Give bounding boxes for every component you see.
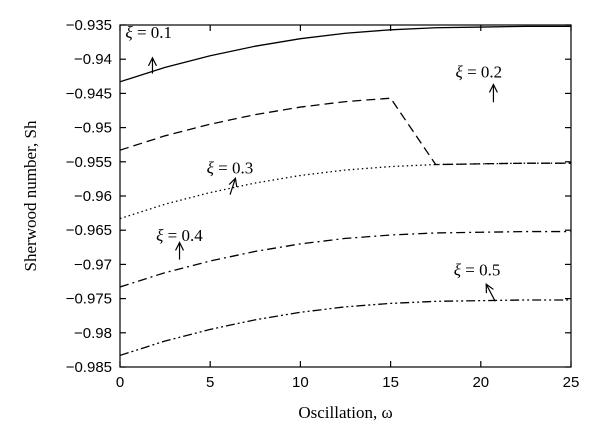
xi-symbol: ξ	[125, 23, 133, 42]
x-tick-label: 10	[292, 374, 309, 391]
annotation-label-5: ξ = 0.5	[454, 260, 501, 279]
y-tick-label: −0.98	[74, 325, 112, 342]
xi-symbol: ξ	[156, 226, 164, 245]
x-axis-title: Oscillation, ω	[298, 403, 392, 422]
series-line-4	[120, 230, 571, 288]
xi-symbol: ξ	[454, 260, 462, 279]
y-tick-label: −0.965	[66, 222, 112, 239]
annotation-arrow-3	[230, 178, 235, 195]
series-line-3	[120, 162, 571, 220]
xi-symbol: ξ	[207, 158, 215, 177]
series-line-5	[120, 299, 571, 356]
annotation-value: = 0.1	[133, 23, 172, 42]
plot-frame	[119, 24, 572, 368]
annotation-arrow-5	[486, 284, 496, 302]
y-tick-label: −0.94	[74, 51, 112, 68]
y-axis-ticks: −0.935 −0.94 −0.945 −0.95 −0.955 −0.96 −0.965 −…	[66, 17, 571, 376]
series-line-2	[120, 97, 571, 166]
annotation-value: = 0.4	[163, 226, 203, 245]
xi-symbol: ξ	[456, 63, 464, 82]
annotation-value: = 0.3	[214, 158, 253, 177]
series-lines	[120, 25, 571, 356]
y-axis-title: Sherwood number, Sh	[21, 120, 40, 271]
y-tick-label: −0.975	[66, 291, 112, 308]
annotation-value: = 0.2	[463, 63, 502, 82]
x-tick-label: 0	[116, 374, 124, 391]
annotations: ξ = 0.1ξ = 0.2ξ = 0.3ξ = 0.4ξ = 0.5	[125, 23, 503, 302]
annotation-value: = 0.5	[461, 260, 500, 279]
y-tick-label: −0.96	[74, 188, 112, 205]
y-tick-label: −0.985	[66, 359, 112, 376]
y-tick-label: −0.95	[74, 120, 112, 137]
series-line-1	[120, 25, 571, 83]
x-tick-label: 20	[472, 374, 489, 391]
y-tick-label: −0.945	[66, 85, 112, 102]
x-tick-label: 25	[563, 374, 580, 391]
x-tick-label: 5	[206, 374, 214, 391]
x-axis-ticks: 0 5 10 15 20 25	[116, 25, 580, 391]
y-tick-label: −0.97	[74, 256, 112, 273]
y-tick-label: −0.955	[66, 154, 112, 171]
annotation-label-1: ξ = 0.1	[125, 23, 172, 42]
annotation-label-3: ξ = 0.3	[207, 158, 254, 177]
annotation-label-2: ξ = 0.2	[456, 63, 503, 82]
x-tick-label: 15	[382, 374, 399, 391]
annotation-label-4: ξ = 0.4	[156, 226, 203, 245]
y-tick-label: −0.935	[66, 17, 112, 34]
